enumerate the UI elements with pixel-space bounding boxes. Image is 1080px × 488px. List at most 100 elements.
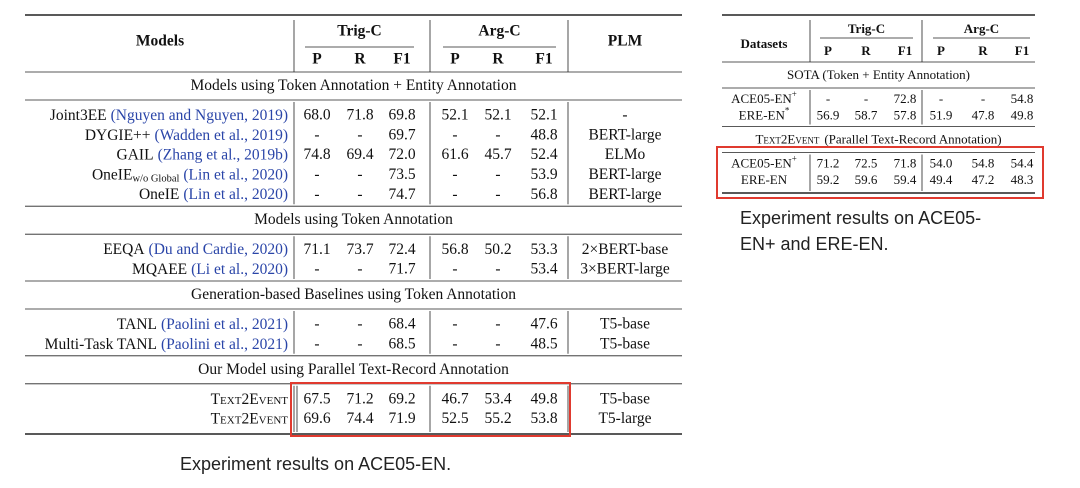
cell-value: 73.5 bbox=[388, 166, 415, 183]
cell-value: 57.8 bbox=[894, 107, 917, 122]
cell-value: 53.8 bbox=[530, 410, 557, 427]
column-label: R bbox=[978, 43, 988, 58]
cell-value: 53.9 bbox=[530, 166, 557, 183]
cell-value: 52.1 bbox=[530, 107, 557, 124]
cell-value: 74.4 bbox=[346, 410, 373, 427]
cell-value: 71.2 bbox=[346, 390, 373, 407]
row-label: ERE-EN bbox=[741, 172, 788, 187]
citation: (Zhang et al., 2019b) bbox=[158, 146, 288, 163]
model-name: TANL bbox=[117, 316, 157, 333]
cell-value: - bbox=[357, 186, 362, 203]
cell-value: 47.2 bbox=[972, 172, 995, 187]
row-label: TANL (Paolini et al., 2021) bbox=[117, 316, 288, 333]
cell-value: 46.7 bbox=[441, 390, 468, 407]
cell-value: - bbox=[495, 186, 500, 203]
cell-value: - bbox=[314, 261, 319, 278]
section-title: Generation-based Baselines using Token A… bbox=[191, 286, 516, 303]
cell-value: 53.4 bbox=[484, 390, 511, 407]
model-subscript: w/o Global bbox=[132, 174, 179, 185]
cell-value: 48.3 bbox=[1011, 172, 1034, 187]
cell-value: 59.4 bbox=[894, 172, 917, 187]
cell-value: - bbox=[981, 91, 985, 106]
model-name: DYGIE++ bbox=[85, 126, 151, 143]
cell-value: 48.8 bbox=[530, 126, 557, 143]
row-label: Multi-Task TANL (Paolini et al., 2021) bbox=[45, 335, 288, 352]
plm-value: T5-large bbox=[598, 410, 651, 427]
cell-value: 71.1 bbox=[303, 241, 330, 258]
cell-value: 53.3 bbox=[530, 241, 557, 258]
section-title-text: Models using Token Annotation bbox=[254, 211, 453, 228]
group-label: Arg-C bbox=[478, 23, 520, 40]
column-label: F1 bbox=[1015, 43, 1029, 58]
cell-value: 71.8 bbox=[894, 155, 917, 170]
highlight-box bbox=[716, 146, 1044, 199]
superscript: + bbox=[792, 89, 797, 99]
cell-value: 55.2 bbox=[484, 410, 511, 427]
cell-value: - bbox=[452, 186, 457, 203]
cell-value: 45.7 bbox=[484, 146, 511, 163]
column-label: F1 bbox=[393, 51, 410, 68]
citation: (Paolini et al., 2021) bbox=[161, 316, 288, 333]
header-label: PLM bbox=[608, 33, 643, 50]
plm-value: ELMo bbox=[605, 146, 646, 163]
cell-value: - bbox=[495, 261, 500, 278]
highlight-box bbox=[290, 382, 571, 437]
cell-value: - bbox=[452, 261, 457, 278]
section-title: SOTA (Token + Entity Annotation) bbox=[787, 67, 970, 82]
cell-value: 69.6 bbox=[303, 410, 330, 427]
cell-value: - bbox=[357, 126, 362, 143]
plm-value: BERT-large bbox=[588, 126, 661, 143]
dataset-name: ERE-EN bbox=[741, 172, 788, 187]
cell-value: - bbox=[314, 126, 319, 143]
cell-value: - bbox=[357, 166, 362, 183]
left-caption: Experiment results on ACE05-EN. bbox=[180, 454, 452, 474]
citation: (Lin et al., 2020) bbox=[183, 186, 288, 203]
cell-value: 56.9 bbox=[817, 107, 840, 122]
citation: (Lin et al., 2020) bbox=[183, 166, 288, 183]
cell-value: 49.8 bbox=[530, 390, 557, 407]
cell-value: 54.0 bbox=[930, 155, 953, 170]
cell-value: 72.5 bbox=[855, 155, 878, 170]
section-title-text: Our Model using Parallel Text-Record Ann… bbox=[198, 360, 509, 377]
cell-value: 59.2 bbox=[817, 172, 840, 187]
cell-value: 68.4 bbox=[388, 316, 415, 333]
cell-value: - bbox=[314, 316, 319, 333]
group-label: Trig-C bbox=[848, 21, 885, 36]
cell-value: 52.5 bbox=[441, 410, 468, 427]
model-name: OneIE bbox=[92, 166, 132, 183]
row-label: Text2Event bbox=[211, 410, 289, 427]
row-label: ACE05-EN+ bbox=[731, 154, 797, 171]
cell-value: 49.8 bbox=[1011, 107, 1034, 122]
row-label: OneIEw/o Global (Lin et al., 2020) bbox=[92, 166, 288, 185]
section-title: Our Model using Parallel Text-Record Ann… bbox=[198, 360, 509, 377]
cell-value: 68.5 bbox=[388, 335, 415, 352]
cell-value: - bbox=[452, 316, 457, 333]
cell-value: 56.8 bbox=[441, 241, 468, 258]
section-title-text: Generation-based Baselines using Token A… bbox=[191, 286, 516, 303]
right-caption: Experiment results on ACE05-EN+ and ERE-… bbox=[740, 208, 982, 254]
citation: (Li et al., 2020) bbox=[191, 261, 288, 278]
model-name: Text2Event bbox=[211, 390, 289, 407]
cell-value: - bbox=[357, 261, 362, 278]
row-label: MQAEE (Li et al., 2020) bbox=[132, 261, 288, 278]
group-label: Trig-C bbox=[337, 23, 381, 40]
row-label: EEQA (Du and Cardie, 2020) bbox=[103, 241, 288, 258]
cell-value: - bbox=[357, 316, 362, 333]
model-name: OneIE bbox=[139, 186, 179, 203]
row-label: OneIE (Lin et al., 2020) bbox=[139, 186, 288, 203]
column-label: R bbox=[861, 43, 871, 58]
row-label: Joint3EE (Nguyen and Nguyen, 2019) bbox=[50, 107, 288, 124]
dataset-name: ERE-EN bbox=[739, 107, 786, 122]
dataset-name: ACE05-EN bbox=[731, 91, 792, 106]
cell-value: - bbox=[495, 316, 500, 333]
column-label: R bbox=[492, 51, 504, 68]
citation: (Wadden et al., 2019) bbox=[155, 126, 288, 143]
section-title: Models using Token Annotation + Entity A… bbox=[191, 77, 517, 94]
cell-value: 74.7 bbox=[388, 186, 415, 203]
cell-value: 52.4 bbox=[530, 146, 557, 163]
cell-value: 53.4 bbox=[530, 261, 557, 278]
citation: (Du and Cardie, 2020) bbox=[149, 241, 288, 258]
cell-value: 71.8 bbox=[346, 107, 373, 124]
cell-value: 71.7 bbox=[388, 261, 415, 278]
